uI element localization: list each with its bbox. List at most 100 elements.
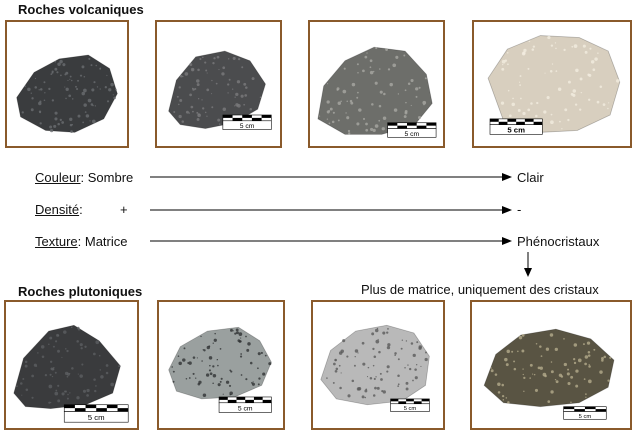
rock-speckle xyxy=(410,342,414,345)
rock-speckle xyxy=(177,355,180,357)
rock-speckle xyxy=(551,63,554,65)
rock-speckle xyxy=(190,105,194,109)
rock-speckle xyxy=(221,72,225,76)
rock-speckle xyxy=(196,83,200,87)
rock-speckle xyxy=(84,345,87,348)
rock-speckle xyxy=(196,79,200,83)
rock-speckle xyxy=(211,79,213,82)
rock-speckle xyxy=(67,393,69,396)
rock-speckle xyxy=(579,77,583,81)
rock-speckle xyxy=(204,111,207,114)
rock-speckle xyxy=(400,347,403,350)
rock-shape xyxy=(487,35,621,133)
rock-speckle xyxy=(592,68,596,72)
rock-speckle xyxy=(197,98,200,100)
rock-speckle xyxy=(214,332,216,335)
rock-speckle xyxy=(246,348,250,352)
rock-speckle xyxy=(414,368,417,371)
rock-speckle xyxy=(259,96,262,99)
rock-speckle xyxy=(599,85,603,88)
rock-speckle xyxy=(567,368,570,371)
scale-bar: 5 cm xyxy=(218,396,272,413)
rock-speckle xyxy=(588,73,592,77)
rock-speckle xyxy=(332,111,335,114)
rock-speckle xyxy=(243,82,247,86)
rock-speckle xyxy=(521,333,525,337)
rock-speckle xyxy=(49,129,54,133)
rock-speckle xyxy=(188,361,192,365)
rock-speckle xyxy=(506,52,509,54)
rock-speckle xyxy=(37,352,39,354)
rock-speckle xyxy=(257,367,259,370)
rock-speckle xyxy=(394,354,396,356)
rock-speckle xyxy=(560,375,564,378)
rock-speckle xyxy=(575,384,579,388)
rock-speckle xyxy=(511,102,515,107)
rock-speckle xyxy=(79,74,83,77)
rock-speckle xyxy=(178,361,182,366)
rock-speckle xyxy=(378,104,382,108)
gradient-arrow-density xyxy=(150,206,512,214)
rock-speckle xyxy=(192,372,195,375)
rock-speckle xyxy=(70,326,73,329)
rock-speckle xyxy=(574,103,578,106)
rock-speckle xyxy=(83,103,87,107)
rock-speckle xyxy=(91,88,95,92)
rock-speckle xyxy=(580,91,583,94)
rock-speckle xyxy=(81,65,85,69)
rock-speckle xyxy=(48,384,53,389)
rock-shape xyxy=(483,328,615,408)
rock-speckle xyxy=(66,375,69,378)
rock-speckle xyxy=(235,328,239,332)
rock-speckle xyxy=(371,332,375,336)
rock-speckle xyxy=(589,47,592,50)
rock-speckle xyxy=(584,50,588,54)
rock-speckle xyxy=(40,88,43,91)
rock-speckle xyxy=(99,67,102,70)
rock-speckle xyxy=(521,52,526,56)
rock-speckles xyxy=(500,35,620,130)
rock-speckle xyxy=(69,117,73,121)
rock-speckle xyxy=(409,367,412,371)
rock-speckle xyxy=(389,82,393,87)
rock-speckle xyxy=(25,388,29,392)
rock-speckle xyxy=(212,374,217,378)
rock-speckle xyxy=(69,392,71,394)
rock-speckles xyxy=(16,326,121,407)
rock-speckle xyxy=(236,103,241,108)
rock-speckle xyxy=(225,380,230,384)
rock-speckle xyxy=(549,333,554,337)
rock-speckle xyxy=(108,88,112,92)
rock-speckle xyxy=(196,117,200,121)
rock-speckle xyxy=(70,79,73,82)
rock-speckle xyxy=(171,366,173,368)
rock-speckle xyxy=(529,377,531,379)
rock-speckle xyxy=(33,363,37,367)
rock-speckle xyxy=(584,355,589,359)
scale-label: 5 cm xyxy=(579,414,592,420)
rock-speckle xyxy=(573,44,578,48)
rock-speckle xyxy=(197,113,201,118)
rock-speckle xyxy=(236,80,241,84)
rock-speckle xyxy=(197,68,200,72)
rock-speckle xyxy=(205,69,208,72)
rock-speckle xyxy=(217,118,221,122)
rock-speckle xyxy=(79,374,83,378)
scale-label: 5 cm xyxy=(507,125,525,134)
rock-speckle xyxy=(251,77,255,81)
rock-speckle xyxy=(575,68,579,73)
row-label-density: Densité xyxy=(35,202,80,217)
rock-speckle xyxy=(365,128,369,132)
rock-speckle xyxy=(21,111,24,114)
rock-speckle xyxy=(379,68,381,70)
rock-speckle xyxy=(590,60,595,64)
rock-speckle xyxy=(218,68,220,71)
rock-speckle xyxy=(346,116,350,120)
rock-speckle xyxy=(216,359,218,361)
rock-speckle xyxy=(71,367,74,370)
rock-speckle xyxy=(230,328,233,332)
rock-speckle xyxy=(68,94,72,98)
rock-speckle xyxy=(356,96,359,99)
rock-speckle xyxy=(573,343,578,347)
rock-speckle xyxy=(202,107,205,110)
